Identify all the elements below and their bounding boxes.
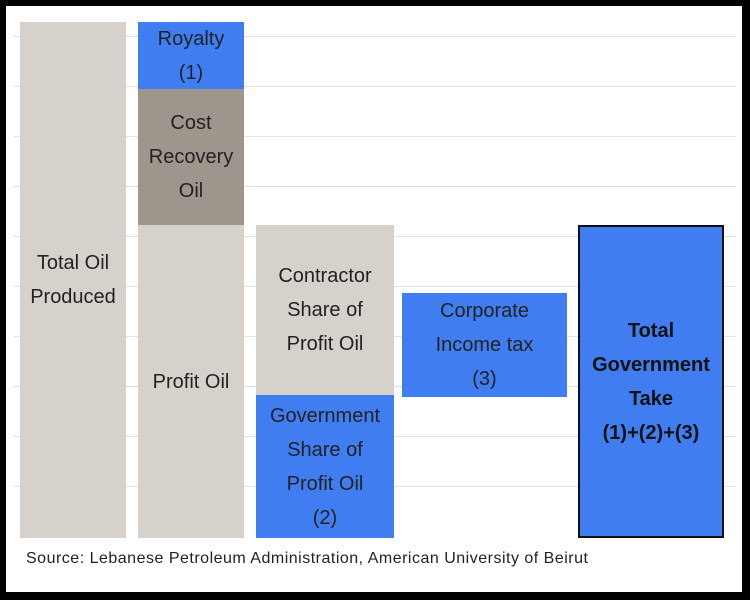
- contractor-share-box: Contractor Share of Profit Oil: [256, 225, 394, 395]
- source-caption: Source: Lebanese Petroleum Administratio…: [26, 550, 589, 567]
- contractor-share-line-1: Contractor: [278, 265, 372, 287]
- total-take-line-1: Total: [627, 319, 675, 342]
- cost-recovery-oil-box: Cost Recovery Oil: [138, 89, 244, 225]
- contractor-share-line-2: Share of: [287, 299, 363, 321]
- corporate-tax-line-3: (3): [472, 368, 497, 390]
- grid-line: [14, 86, 736, 87]
- royalty-line-1: Royalty: [157, 27, 225, 50]
- diagram-panel: Total Oil Produced Royalty (1) Cost Reco…: [6, 6, 742, 592]
- grid-line: [14, 186, 736, 187]
- total-government-take-box: Total Government Take (1)+(2)+(3): [578, 225, 724, 538]
- government-share-line-1: Government: [269, 404, 381, 427]
- total-take-line-2: Government: [592, 353, 710, 376]
- total-oil-produced-box: Total Oil Produced: [20, 22, 126, 538]
- total-oil-line-2: Produced: [30, 286, 116, 308]
- cost-recovery-line-1: Cost: [170, 112, 212, 134]
- royalty-line-2: (1): [178, 61, 204, 84]
- government-share-line-2: Share of: [287, 438, 363, 461]
- royalty-box: Royalty (1): [138, 22, 244, 89]
- grid-line: [14, 136, 736, 137]
- corporate-income-tax-box: Corporate Income tax (3): [402, 293, 567, 397]
- contractor-share-line-3: Profit Oil: [286, 333, 364, 355]
- cost-recovery-line-2: Recovery: [148, 146, 234, 168]
- corporate-tax-line-2: Income tax: [435, 334, 534, 356]
- government-share-line-3: Profit Oil: [286, 472, 364, 495]
- total-take-line-4: (1)+(2)+(3): [602, 421, 700, 444]
- profit-oil-box: Profit Oil: [138, 225, 244, 538]
- total-take-line-3: Take: [628, 387, 674, 410]
- corporate-tax-line-1: Corporate: [440, 300, 529, 322]
- government-share-line-4: (2): [312, 506, 338, 529]
- grid-line: [14, 36, 736, 37]
- total-oil-line-1: Total Oil: [36, 252, 110, 274]
- government-share-box: Government Share of Profit Oil (2): [256, 395, 394, 538]
- profit-oil-line-1: Profit Oil: [152, 370, 230, 393]
- cost-recovery-line-3: Oil: [178, 180, 204, 202]
